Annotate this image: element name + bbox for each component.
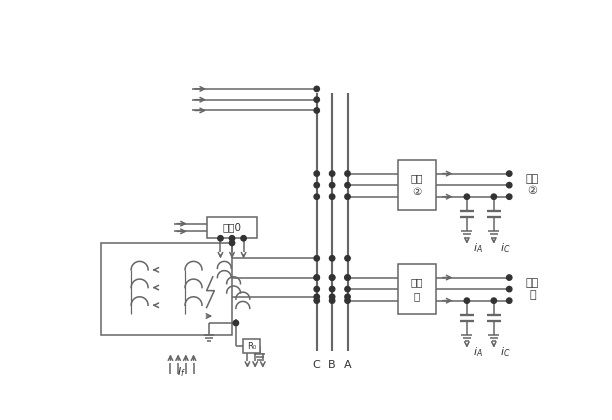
Circle shape [314, 171, 319, 176]
Circle shape [345, 194, 350, 200]
Circle shape [329, 256, 335, 261]
Text: B: B [328, 360, 336, 370]
Text: $i_A$: $i_A$ [473, 345, 483, 359]
Text: $i_C$: $i_C$ [500, 241, 510, 255]
Circle shape [345, 182, 350, 188]
Text: C: C [313, 360, 321, 370]
Circle shape [464, 298, 469, 303]
Bar [101, 243, 232, 335]
Circle shape [314, 108, 319, 113]
Circle shape [329, 194, 335, 200]
Circle shape [314, 97, 319, 102]
Circle shape [314, 194, 319, 200]
Circle shape [329, 298, 335, 303]
Text: $i_C$: $i_C$ [500, 345, 510, 359]
Text: A: A [344, 360, 351, 370]
Circle shape [464, 194, 469, 200]
Circle shape [507, 171, 512, 176]
Circle shape [507, 298, 512, 303]
Circle shape [314, 275, 319, 280]
Circle shape [230, 240, 235, 246]
Bar [207, 217, 257, 238]
Circle shape [345, 286, 350, 292]
Circle shape [329, 171, 335, 176]
Circle shape [241, 236, 246, 241]
Circle shape [345, 256, 350, 261]
Text: $I_f$: $I_f$ [177, 365, 187, 379]
Circle shape [507, 286, 512, 292]
Bar [243, 339, 259, 353]
Circle shape [491, 298, 496, 303]
Text: 开关
一: 开关 一 [411, 278, 423, 301]
Circle shape [507, 275, 512, 280]
Circle shape [329, 182, 335, 188]
Bar [398, 264, 436, 314]
Circle shape [491, 194, 496, 200]
Circle shape [329, 294, 335, 299]
Circle shape [314, 182, 319, 188]
Circle shape [314, 256, 319, 261]
Circle shape [230, 236, 235, 241]
Circle shape [345, 294, 350, 299]
Text: R₀: R₀ [247, 341, 256, 351]
Text: 线路
②: 线路 ② [526, 174, 539, 196]
Circle shape [329, 275, 335, 280]
Text: 开关0: 开关0 [223, 223, 242, 233]
Bar [398, 160, 436, 210]
Circle shape [345, 298, 350, 303]
Circle shape [314, 286, 319, 292]
Text: 线路
一: 线路 一 [526, 278, 539, 300]
Circle shape [314, 275, 319, 280]
Circle shape [507, 194, 512, 200]
Circle shape [345, 275, 350, 280]
Circle shape [329, 275, 335, 280]
Text: 开关
②: 开关 ② [411, 173, 423, 197]
Text: $i_A$: $i_A$ [473, 241, 483, 255]
Circle shape [345, 275, 350, 280]
Circle shape [314, 86, 319, 92]
Circle shape [218, 236, 223, 241]
Circle shape [314, 298, 319, 303]
Circle shape [314, 294, 319, 299]
Circle shape [345, 171, 350, 176]
Circle shape [233, 320, 239, 326]
Circle shape [329, 286, 335, 292]
Circle shape [507, 182, 512, 188]
